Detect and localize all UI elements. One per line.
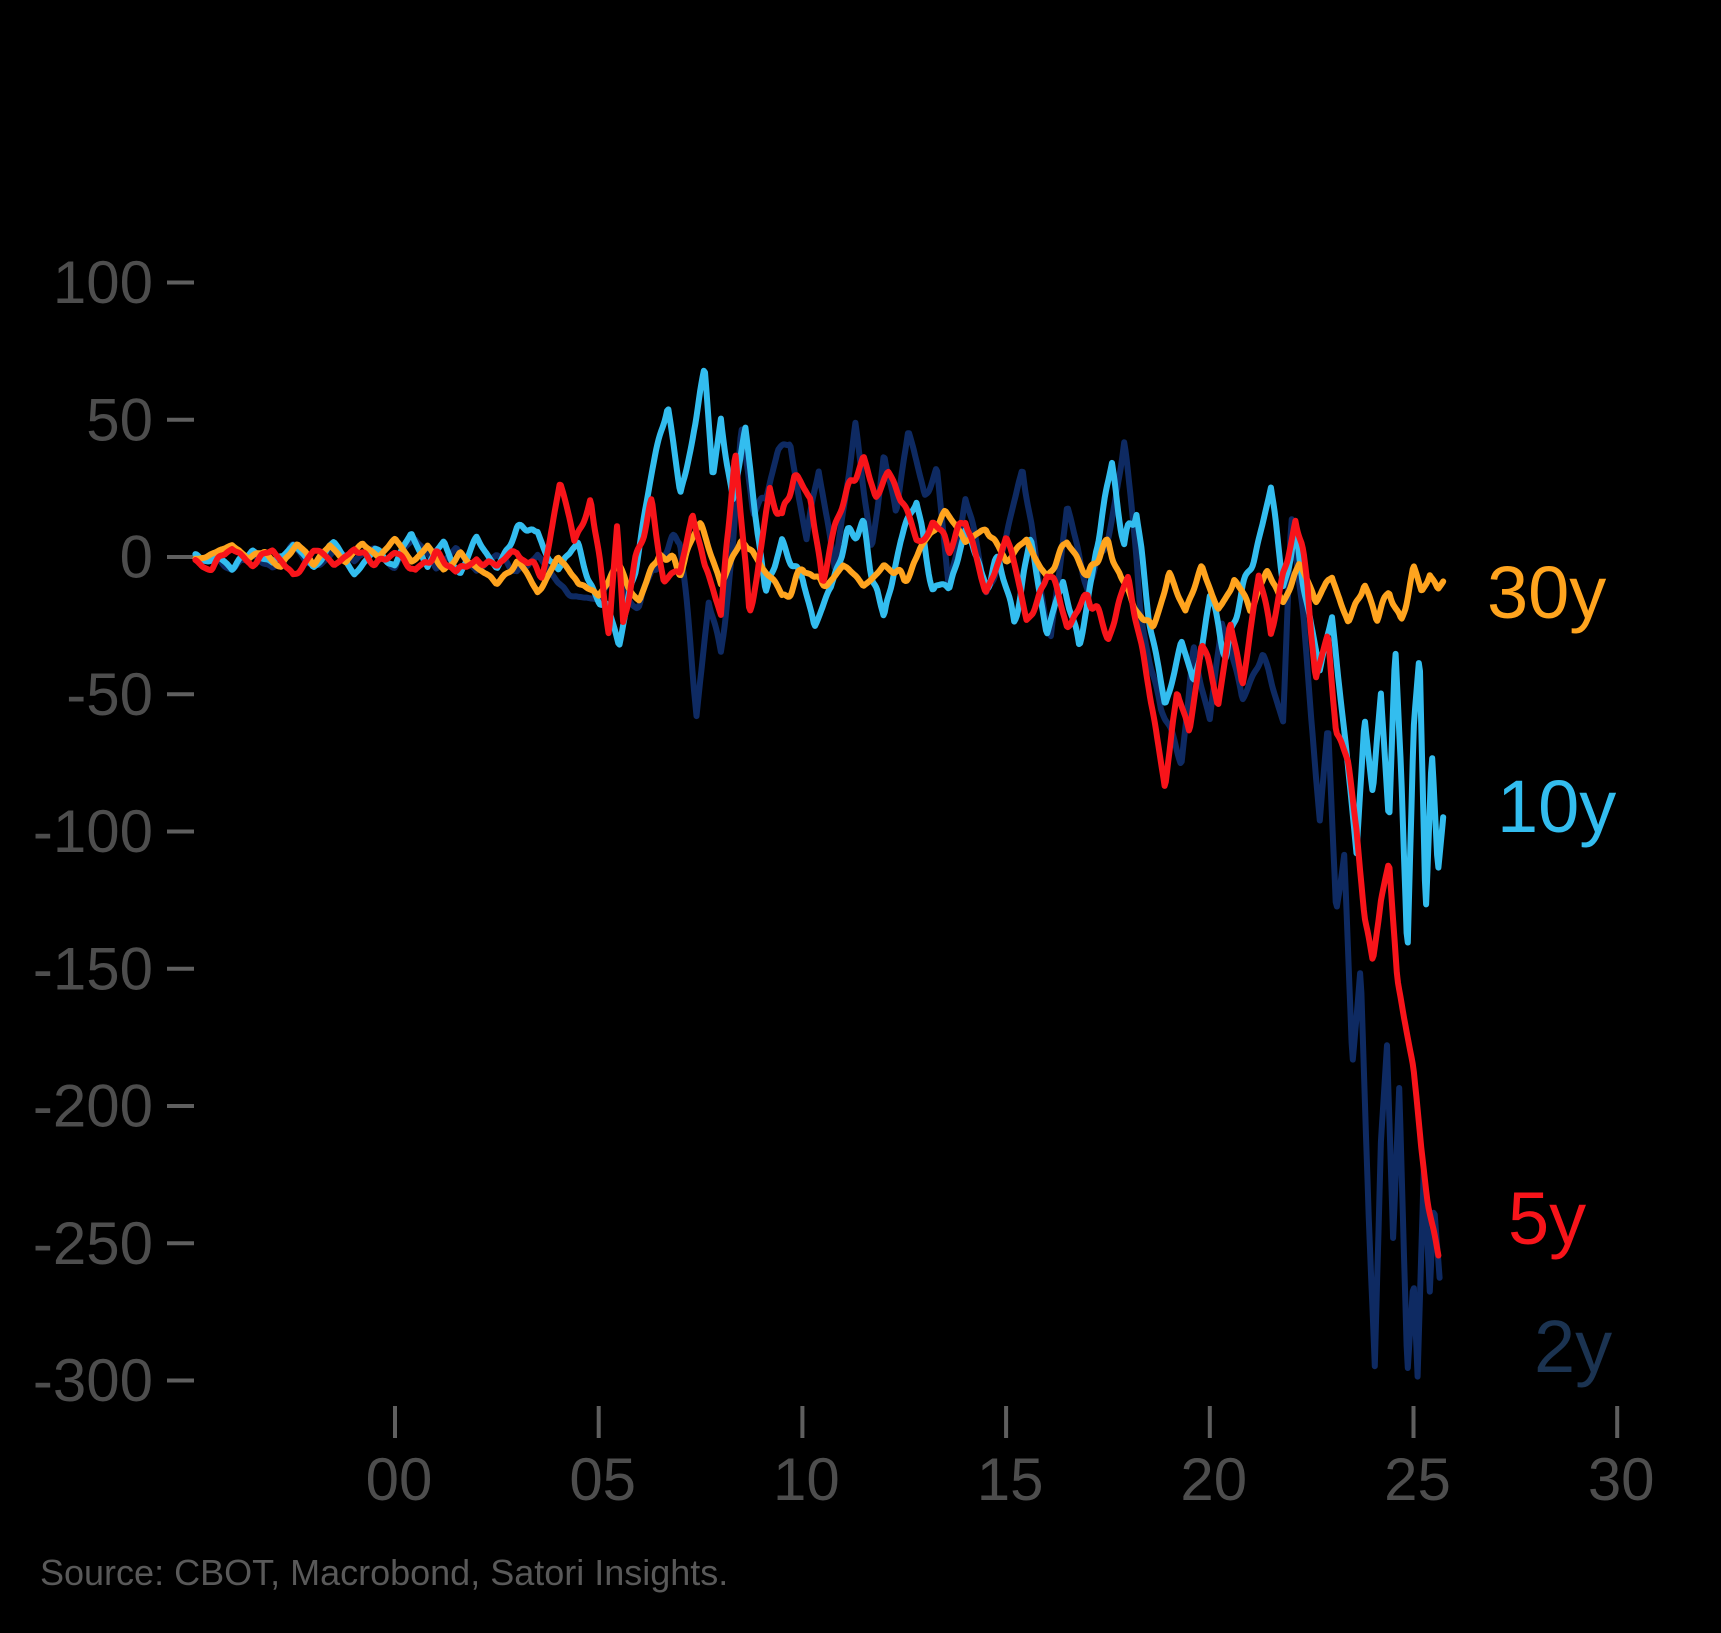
series-label-2y: 2y	[1534, 1305, 1612, 1388]
y-tick-100	[167, 280, 194, 285]
x-tick-15	[1004, 1406, 1009, 1438]
x-tick-00	[393, 1406, 397, 1438]
y-tick-label-50: 50	[86, 386, 153, 453]
x-tick-25	[1411, 1406, 1416, 1438]
x-tick-30	[1615, 1406, 1620, 1438]
y-tick-label--50: -50	[66, 661, 153, 728]
y-tick-label--150: -150	[33, 935, 153, 1002]
x-tick-label-05: 05	[569, 1446, 636, 1513]
x-tick-label-00: 00	[366, 1446, 433, 1513]
x-tick-label-10: 10	[773, 1446, 840, 1513]
y-tick-0	[167, 555, 194, 559]
y-tick--50	[167, 692, 194, 697]
y-tick--250	[167, 1241, 194, 1246]
y-tick-label--100: -100	[33, 798, 153, 865]
y-tick--300	[167, 1378, 194, 1383]
y-tick-label--250: -250	[33, 1210, 153, 1277]
series-label-5y: 5y	[1508, 1177, 1586, 1260]
series-lines	[192, 367, 1447, 1380]
y-tick--100	[167, 829, 194, 834]
y-tick-label--300: -300	[33, 1347, 153, 1414]
series-label-10y: 10y	[1497, 765, 1616, 848]
y-axis: 100 50 0 -50 -100 -150 -200 -250 -300	[33, 249, 194, 1414]
x-tick-05	[596, 1406, 601, 1438]
series-line-5y	[192, 452, 1442, 1259]
y-tick-label-0: 0	[120, 524, 153, 591]
series-labels: 2y 10y 30y 5y	[1487, 551, 1616, 1388]
x-tick-10	[800, 1406, 805, 1438]
y-tick-50	[167, 417, 194, 422]
x-tick-label-20: 20	[1180, 1446, 1247, 1513]
y-tick-label--200: -200	[33, 1073, 153, 1140]
series-label-30y: 30y	[1487, 551, 1606, 634]
y-tick-label-100: 100	[53, 249, 153, 316]
x-tick-label-30: 30	[1588, 1446, 1655, 1513]
x-axis: 00 05 10 15 20 25 30	[366, 1406, 1655, 1513]
x-tick-label-25: 25	[1384, 1446, 1451, 1513]
x-tick-20	[1207, 1406, 1212, 1438]
y-tick--200	[167, 1104, 194, 1108]
x-tick-label-15: 15	[977, 1446, 1044, 1513]
y-tick--150	[167, 966, 194, 971]
series-line-10y	[192, 367, 1447, 946]
source-note: Source: CBOT, Macrobond, Satori Insights…	[40, 1552, 728, 1593]
